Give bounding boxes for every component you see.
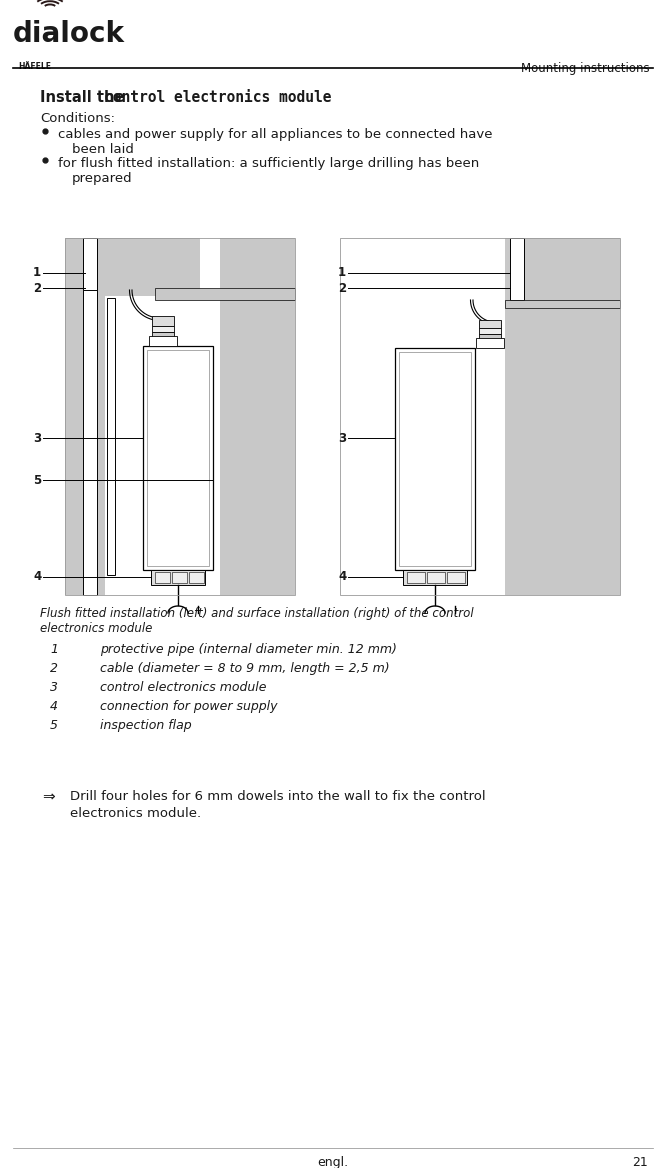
Text: 3: 3 — [50, 681, 58, 694]
Bar — [152, 317, 174, 326]
Bar — [143, 346, 213, 570]
Bar — [149, 336, 177, 346]
Bar — [172, 572, 187, 583]
Text: HÄFELE: HÄFELE — [18, 62, 51, 71]
Bar — [189, 572, 204, 583]
Bar — [155, 572, 170, 583]
Text: 2: 2 — [338, 281, 346, 294]
Text: electronics module: electronics module — [40, 623, 153, 635]
Bar — [510, 238, 524, 300]
Bar — [340, 238, 620, 595]
Bar — [505, 238, 620, 595]
Text: 1: 1 — [33, 266, 41, 279]
Bar — [505, 238, 620, 300]
Text: 3: 3 — [33, 431, 41, 445]
Bar — [427, 572, 445, 583]
Text: inspection flap: inspection flap — [100, 719, 192, 732]
Bar — [220, 238, 295, 595]
Text: 5: 5 — [33, 474, 41, 487]
Bar — [479, 334, 501, 340]
Text: 4: 4 — [50, 700, 58, 712]
Bar — [340, 238, 620, 595]
Text: 5: 5 — [50, 719, 58, 732]
Bar — [65, 238, 295, 595]
Bar — [395, 348, 475, 570]
Text: 2: 2 — [33, 281, 41, 294]
Bar — [152, 332, 174, 338]
Text: 4: 4 — [338, 570, 346, 584]
Text: 3: 3 — [338, 431, 346, 445]
Text: connection for power supply: connection for power supply — [100, 700, 278, 712]
Text: control electronics module: control electronics module — [100, 681, 266, 694]
Bar — [65, 238, 295, 595]
Text: 1: 1 — [338, 266, 346, 279]
Text: protective pipe (internal diameter min. 12 mm): protective pipe (internal diameter min. … — [100, 644, 397, 656]
Text: for flush fitted installation: a sufficiently large drilling has been: for flush fitted installation: a suffici… — [58, 157, 480, 171]
Text: control electronics module: control electronics module — [104, 90, 332, 105]
Text: cables and power supply for all appliances to be connected have: cables and power supply for all applianc… — [58, 128, 492, 141]
Text: Flush fitted installation (left) and surface installation (right) of the control: Flush fitted installation (left) and sur… — [40, 607, 474, 620]
Text: ⇒: ⇒ — [42, 790, 55, 805]
Text: 1: 1 — [50, 644, 58, 656]
Text: Conditions:: Conditions: — [40, 112, 115, 125]
Bar — [403, 570, 467, 585]
Bar — [107, 298, 115, 575]
Bar — [479, 328, 501, 334]
Text: Drill four holes for 6 mm dowels into the wall to fix the control: Drill four holes for 6 mm dowels into th… — [70, 790, 486, 804]
Text: electronics module.: electronics module. — [70, 807, 201, 820]
Bar — [83, 238, 97, 290]
Bar — [505, 300, 620, 308]
Bar — [447, 572, 465, 583]
Bar — [476, 338, 504, 348]
Text: 2: 2 — [50, 662, 58, 675]
Bar — [151, 570, 205, 585]
Text: been laid: been laid — [72, 142, 134, 157]
Bar — [105, 238, 275, 595]
Bar — [479, 320, 501, 328]
Text: 21: 21 — [632, 1156, 648, 1168]
Text: engl.: engl. — [318, 1156, 348, 1168]
Bar — [105, 238, 200, 296]
Bar — [83, 238, 97, 595]
Bar — [155, 288, 295, 300]
Text: dialock: dialock — [13, 20, 125, 48]
Text: Install the: Install the — [40, 90, 130, 105]
Text: Mounting instructions: Mounting instructions — [521, 62, 650, 75]
Text: prepared: prepared — [72, 172, 133, 185]
Bar — [399, 352, 471, 566]
Text: cable (diameter = 8 to 9 mm, length = 2,5 m): cable (diameter = 8 to 9 mm, length = 2,… — [100, 662, 390, 675]
Bar — [152, 326, 174, 332]
Bar — [407, 572, 425, 583]
Text: 4: 4 — [33, 570, 41, 584]
Bar — [147, 350, 209, 566]
